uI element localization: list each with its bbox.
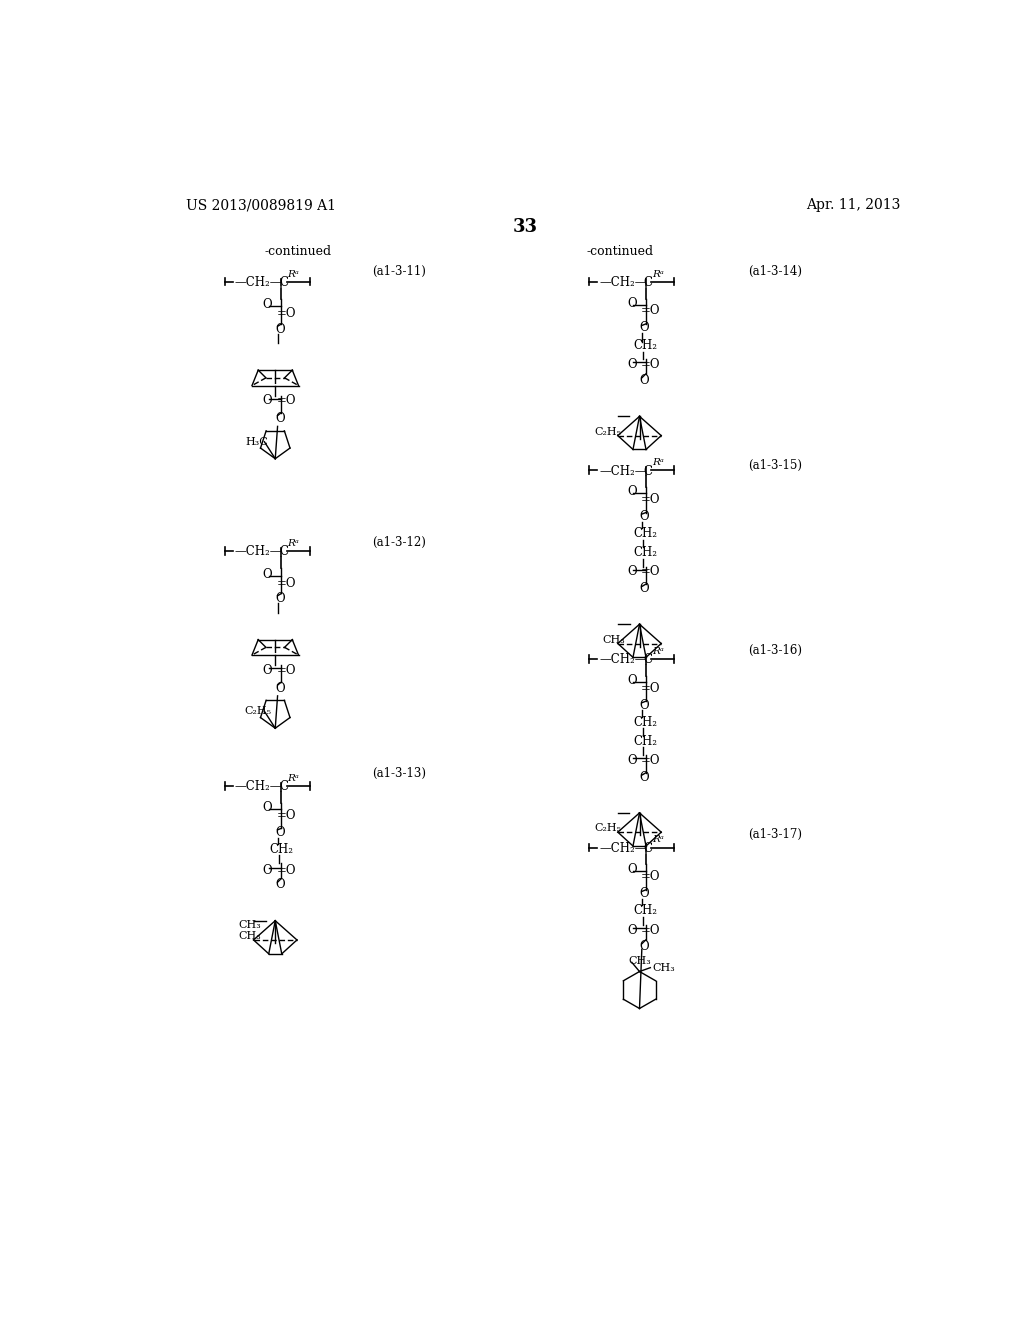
Text: Rᵃ: Rᵃ [288,539,299,548]
Text: CH₂: CH₂ [269,842,293,855]
Text: O: O [263,568,272,581]
Text: —CH₂—: —CH₂— [234,545,283,558]
Text: —CH₂—: —CH₂— [599,465,647,478]
Text: C: C [643,842,652,855]
Text: CH₂: CH₂ [633,339,657,352]
Text: C: C [643,653,652,667]
Text: C: C [643,276,652,289]
Text: CH₂: CH₂ [633,546,657,560]
Text: C: C [280,276,288,289]
Text: O: O [640,887,649,900]
Text: Rᵃ: Rᵃ [288,269,299,279]
Text: O: O [263,664,272,677]
Text: —CH₂—: —CH₂— [599,653,647,667]
Text: =O: =O [276,809,296,822]
Text: =O: =O [276,664,296,677]
Text: O: O [640,510,649,523]
Text: =O: =O [641,681,660,694]
Text: (a1-3-13): (a1-3-13) [373,767,426,780]
Text: O: O [275,825,285,838]
Text: C₂H₅: C₂H₅ [595,824,622,833]
Text: O: O [627,675,637,686]
Text: O: O [640,698,649,711]
Text: (a1-3-11): (a1-3-11) [373,264,426,277]
Text: CH₃: CH₃ [238,931,261,941]
Text: O: O [627,924,637,937]
Text: —CH₂—: —CH₂— [599,842,647,855]
Text: O: O [627,754,637,767]
Text: =O: =O [641,870,660,883]
Text: O: O [640,374,649,387]
Text: 33: 33 [512,218,538,236]
Text: O: O [275,593,285,606]
Text: US 2013/0089819 A1: US 2013/0089819 A1 [186,198,336,213]
Text: O: O [263,395,272,408]
Text: O: O [263,865,272,878]
Text: O: O [263,801,272,814]
Text: =O: =O [276,308,296,321]
Text: O: O [627,486,637,499]
Text: —CH₂—: —CH₂— [234,276,283,289]
Text: -continued: -continued [265,244,332,257]
Text: O: O [627,565,637,578]
Text: O: O [275,412,285,425]
Text: (a1-3-15): (a1-3-15) [749,459,802,471]
Text: Rᵃ: Rᵃ [652,836,664,845]
Text: =O: =O [641,305,660,317]
Text: C₂H₅: C₂H₅ [595,426,622,437]
Text: (a1-3-12): (a1-3-12) [373,536,426,549]
Text: Rᵃ: Rᵃ [288,774,299,783]
Text: (a1-3-14): (a1-3-14) [749,264,802,277]
Text: O: O [640,940,649,953]
Text: Rᵃ: Rᵃ [652,458,664,467]
Text: =O: =O [276,395,296,408]
Text: O: O [627,358,637,371]
Text: CH₂: CH₂ [633,715,657,729]
Text: =O: =O [641,358,660,371]
Text: =O: =O [641,754,660,767]
Text: (a1-3-17): (a1-3-17) [749,829,802,841]
Text: CH₂: CH₂ [633,527,657,540]
Text: CH₃: CH₃ [629,956,651,966]
Text: CH₃: CH₃ [238,920,261,929]
Text: O: O [263,298,272,312]
Text: C₂H₅: C₂H₅ [245,706,271,717]
Text: —CH₂—: —CH₂— [599,276,647,289]
Text: CH₃: CH₃ [652,962,675,973]
Text: C: C [643,465,652,478]
Text: H₃C: H₃C [246,437,268,446]
Text: CH₂: CH₂ [633,735,657,748]
Text: =O: =O [641,565,660,578]
Text: CH₂: CH₂ [633,904,657,917]
Text: =O: =O [276,865,296,878]
Text: (a1-3-16): (a1-3-16) [749,644,802,656]
Text: O: O [275,681,285,694]
Text: O: O [640,582,649,595]
Text: —CH₂—: —CH₂— [234,780,283,793]
Text: C: C [280,780,288,793]
Text: O: O [640,321,649,334]
Text: =O: =O [641,492,660,506]
Text: O: O [640,771,649,784]
Text: O: O [275,878,285,891]
Text: C: C [280,545,288,558]
Text: CH₃: CH₃ [602,635,625,644]
Text: Apr. 11, 2013: Apr. 11, 2013 [806,198,900,213]
Text: O: O [275,323,285,335]
Text: Rᵃ: Rᵃ [652,647,664,656]
Text: =O: =O [641,924,660,937]
Text: Rᵃ: Rᵃ [652,269,664,279]
Text: =O: =O [276,577,296,590]
Text: O: O [627,297,637,310]
Text: -continued: -continued [587,244,653,257]
Text: O: O [627,862,637,875]
